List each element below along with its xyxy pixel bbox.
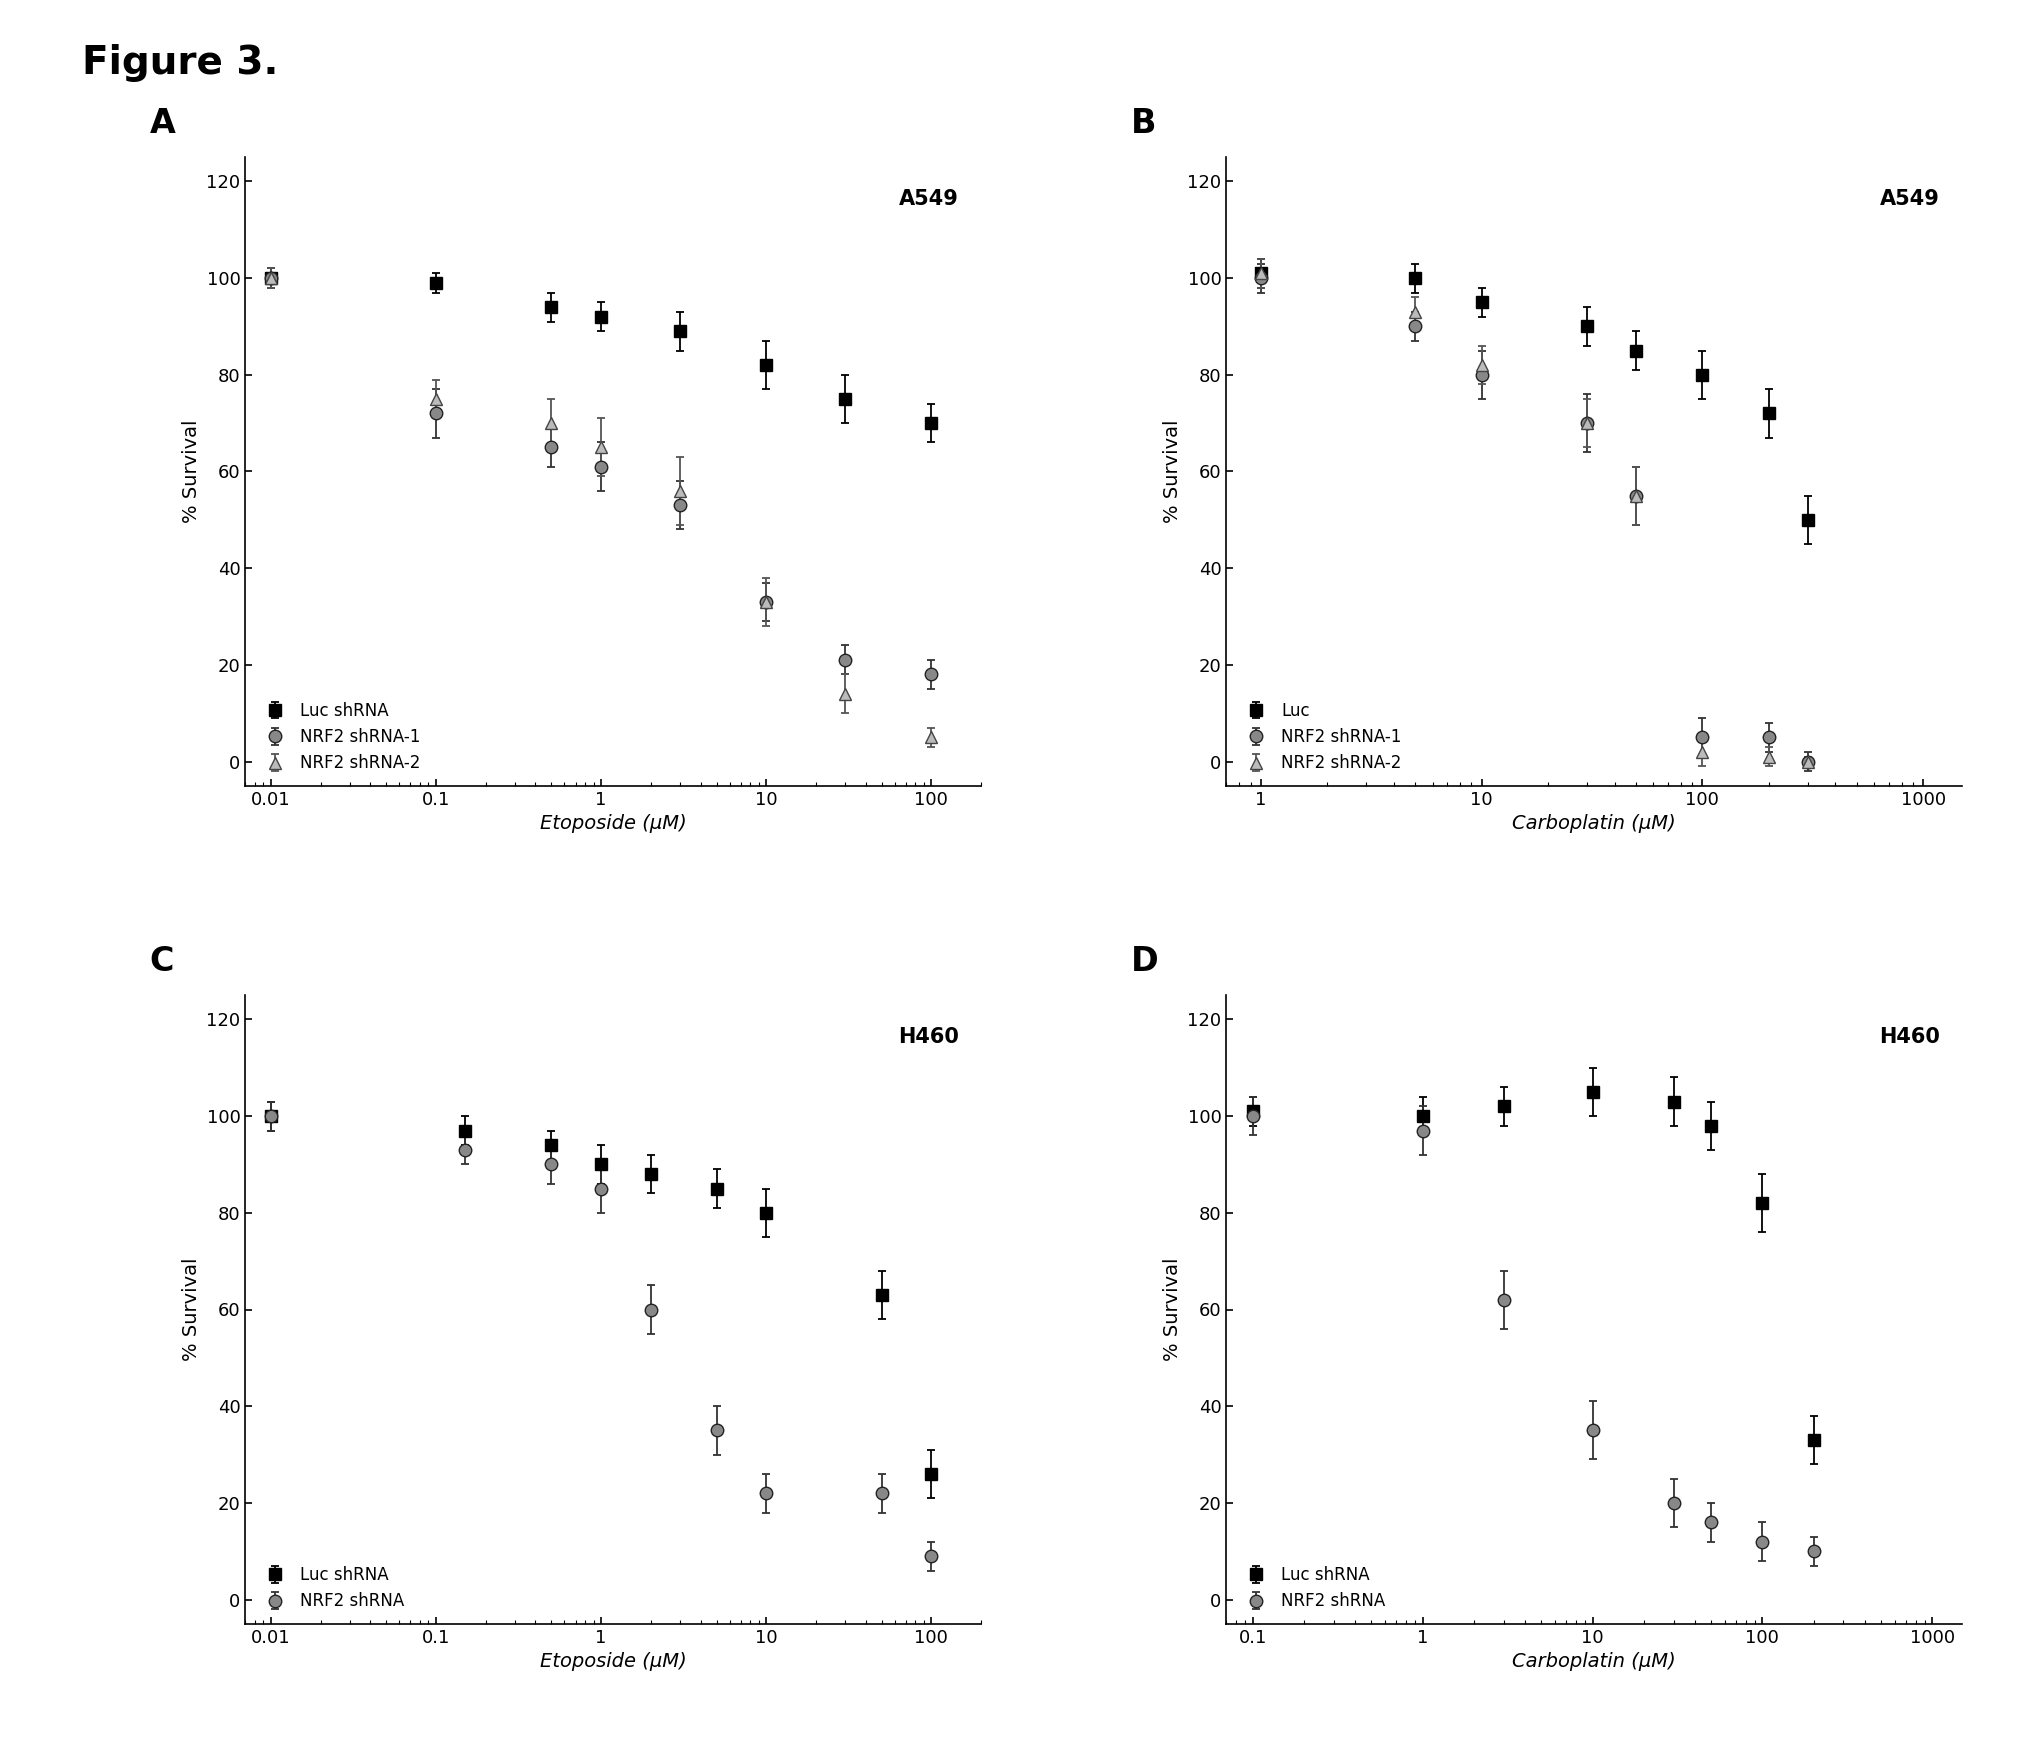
X-axis label: Carboplatin (μM): Carboplatin (μM) bbox=[1513, 1652, 1676, 1671]
Text: A549: A549 bbox=[1880, 189, 1940, 208]
Legend: Luc shRNA, NRF2 shRNA: Luc shRNA, NRF2 shRNA bbox=[1235, 1561, 1390, 1615]
Y-axis label: % Survival: % Survival bbox=[1163, 419, 1181, 524]
Y-axis label: % Survival: % Survival bbox=[182, 419, 200, 524]
Legend: Luc shRNA, NRF2 shRNA-1, NRF2 shRNA-2: Luc shRNA, NRF2 shRNA-1, NRF2 shRNA-2 bbox=[253, 697, 425, 777]
Text: H460: H460 bbox=[1878, 1027, 1940, 1046]
Text: A: A bbox=[149, 107, 176, 140]
Y-axis label: % Survival: % Survival bbox=[1163, 1257, 1181, 1362]
Text: D: D bbox=[1130, 945, 1159, 978]
Text: A549: A549 bbox=[899, 189, 959, 208]
Legend: Luc, NRF2 shRNA-1, NRF2 shRNA-2: Luc, NRF2 shRNA-1, NRF2 shRNA-2 bbox=[1235, 697, 1406, 777]
Legend: Luc shRNA, NRF2 shRNA: Luc shRNA, NRF2 shRNA bbox=[253, 1561, 409, 1615]
Y-axis label: % Survival: % Survival bbox=[182, 1257, 200, 1362]
Text: B: B bbox=[1130, 107, 1157, 140]
X-axis label: Carboplatin (μM): Carboplatin (μM) bbox=[1513, 814, 1676, 833]
Text: C: C bbox=[149, 945, 174, 978]
X-axis label: Etoposide (μM): Etoposide (μM) bbox=[540, 1652, 687, 1671]
Text: H460: H460 bbox=[897, 1027, 959, 1046]
Text: Figure 3.: Figure 3. bbox=[82, 44, 278, 82]
X-axis label: Etoposide (μM): Etoposide (μM) bbox=[540, 814, 687, 833]
